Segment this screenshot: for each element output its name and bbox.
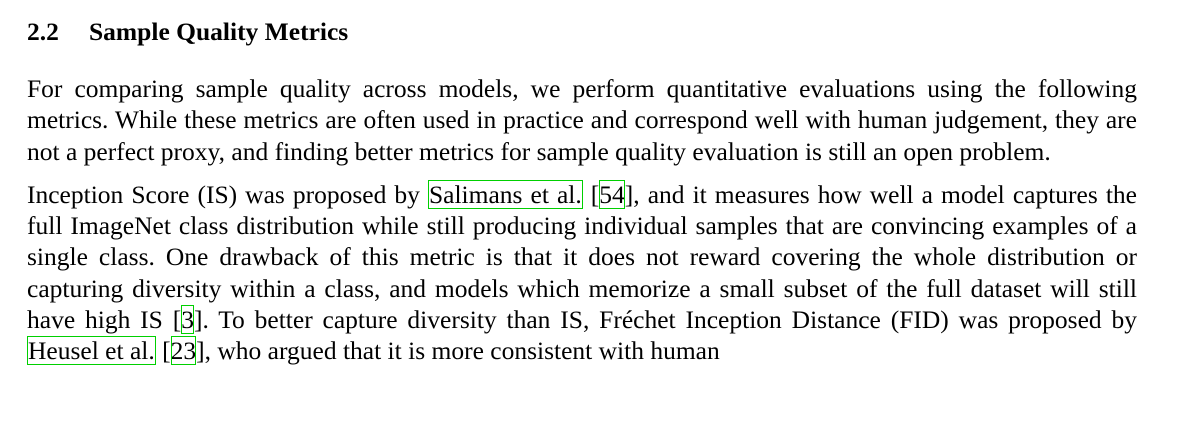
section-heading: 2.2 Sample Quality Metrics: [27, 14, 1137, 50]
citation-ref-link-54[interactable]: 54: [599, 179, 625, 209]
citation-ref-link-3[interactable]: 3: [181, 305, 194, 335]
citation-author-link-salimans[interactable]: Salimans et al.: [427, 179, 583, 209]
paragraph-text: Inception Score (IS) was proposed by: [27, 179, 428, 209]
paper-page: 2.2 Sample Quality Metrics For comparing …: [27, 14, 1137, 367]
paragraph-text: ], who argued that it is more consistent…: [196, 336, 720, 366]
citation-author-link-heusel[interactable]: Heusel et al.: [27, 336, 156, 366]
section-title: Sample Quality Metrics: [89, 17, 349, 46]
paragraph-text: ], and it measures how well a model capt…: [27, 179, 1137, 335]
paragraph-sample-quality-intro: For comparing sample quality across mode…: [27, 74, 1137, 166]
paragraph-text: ]. To better capture diversity than IS, …: [193, 305, 1138, 335]
section-number: 2.2: [27, 17, 59, 46]
paragraph-text: [: [582, 179, 600, 209]
citation-ref-link-23[interactable]: 23: [170, 336, 197, 366]
paragraph-inception-score: Inception Score (IS) was proposed by Sal…: [27, 179, 1137, 367]
paragraph-text: [: [155, 336, 171, 366]
